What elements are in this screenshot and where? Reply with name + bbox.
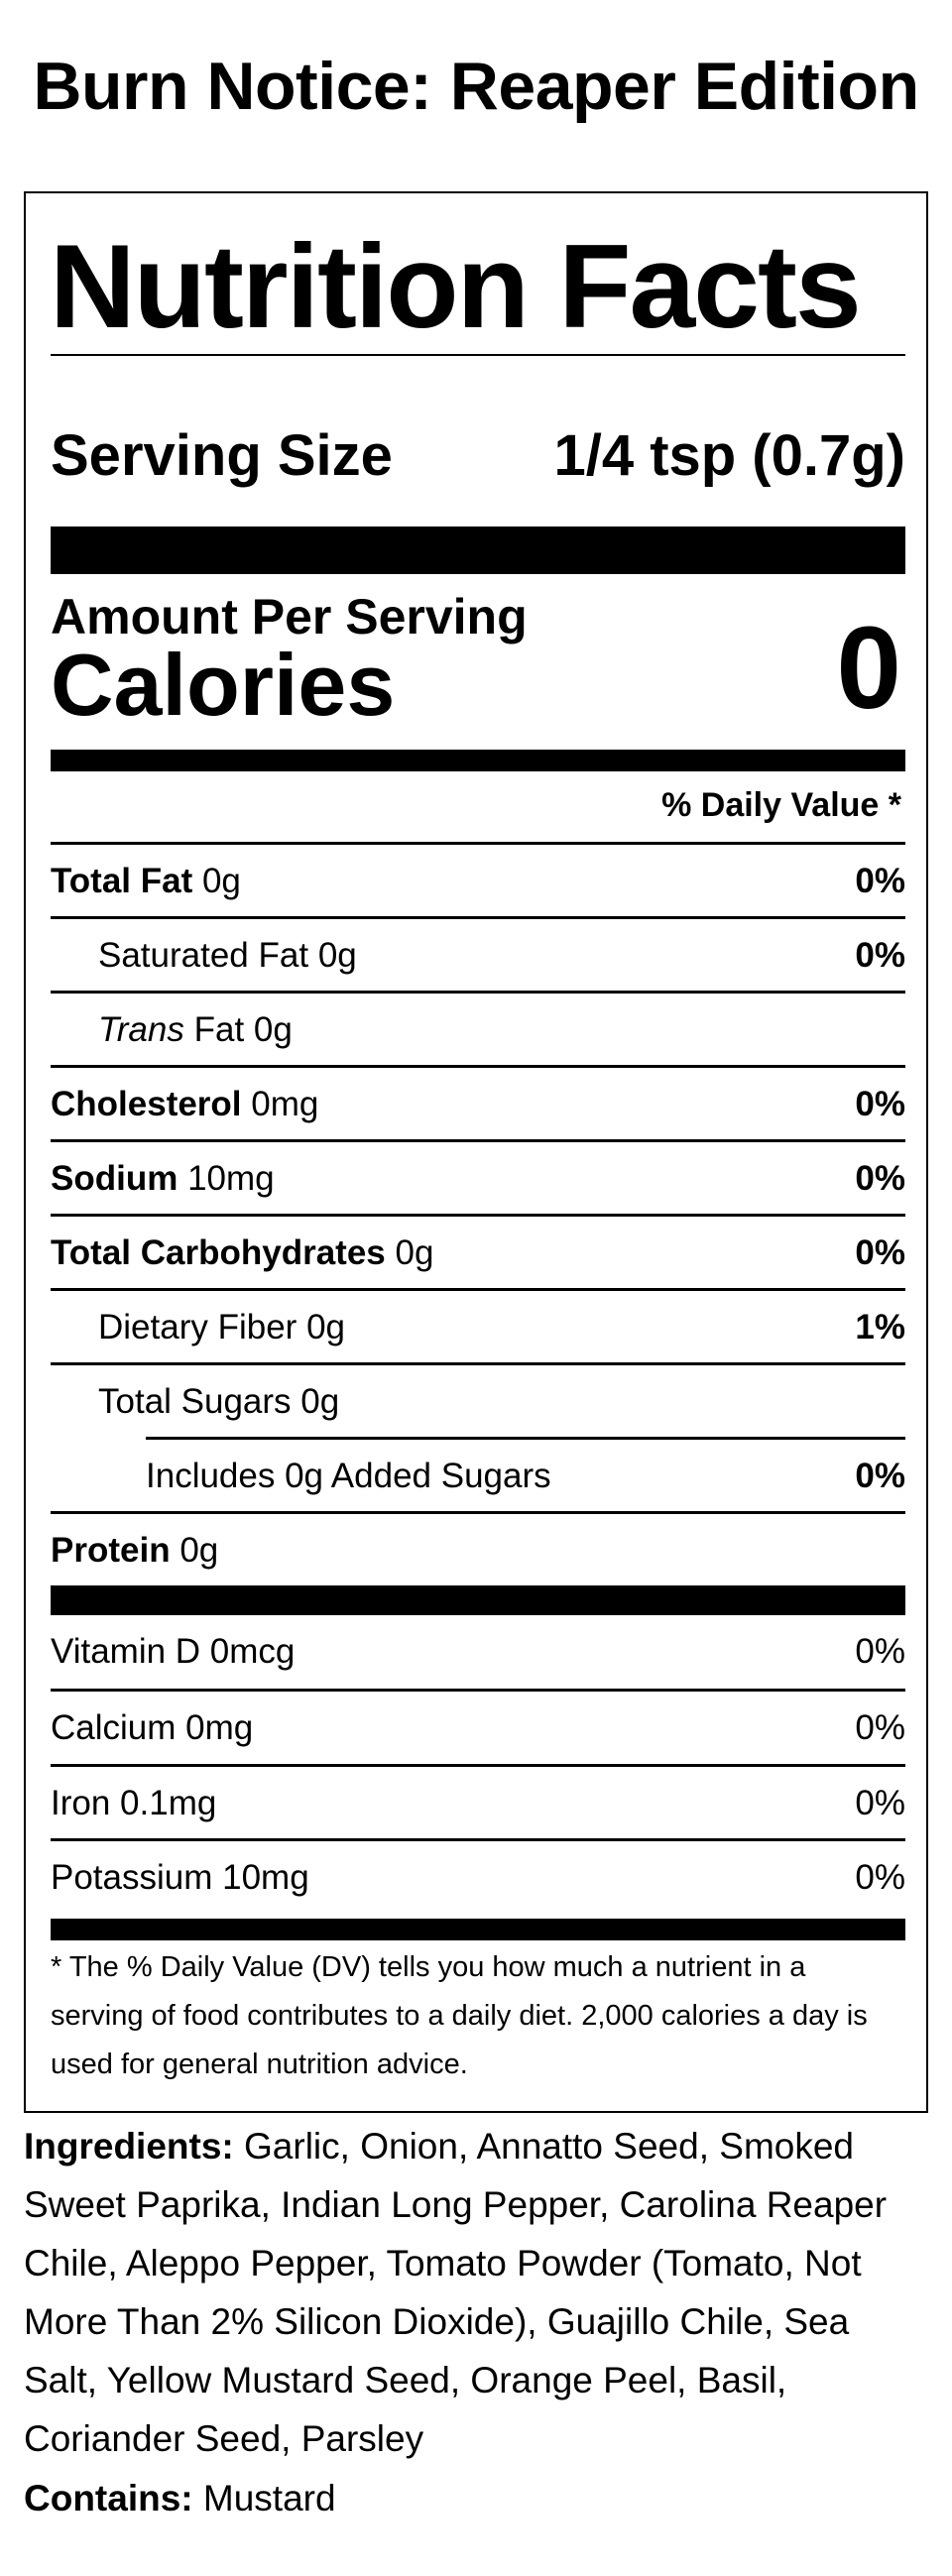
divider: [146, 1437, 905, 1440]
nutrient-name: Total Sugars: [98, 1382, 292, 1421]
vitamin-row-calcium: Calcium 0mg 0%: [51, 1692, 905, 1765]
nutrient-dv: 0%: [855, 862, 905, 900]
nutrient-row-dietary-fiber: Dietary Fiber 0g 1%: [98, 1291, 905, 1364]
nutrient-row-sodium: Sodium 10mg 0%: [51, 1142, 905, 1216]
contains-text: Mustard: [202, 2478, 336, 2518]
serving-size-row: Serving Size 1/4 tsp (0.7g): [51, 426, 905, 486]
serving-size-label: Serving Size: [51, 423, 393, 488]
nutrient-amount: 0mg: [251, 1085, 319, 1123]
serving-size-value: 1/4 tsp (0.7g): [553, 423, 905, 488]
divider: [51, 1689, 905, 1692]
vitamin-dv: 0%: [855, 1784, 905, 1822]
amount-per-serving: Amount Per Serving: [51, 589, 528, 644]
daily-value-header: % Daily Value *: [661, 786, 901, 824]
nutrient-amount: 0g: [201, 862, 241, 900]
nutrient-amount: 10mg: [187, 1159, 275, 1198]
nutrient-row-total-fat: Total Fat 0g 0%: [51, 845, 905, 918]
thick-divider: [51, 750, 905, 771]
nutrient-name: Cholesterol: [51, 1085, 242, 1123]
vitamin-row-vitamin-d: Vitamin D 0mcg 0%: [51, 1615, 905, 1689]
nutrient-name: Total Carbohydrates: [51, 1233, 386, 1272]
vitamin-dv: 0%: [855, 1632, 905, 1671]
nutrient-row-protein: Protein 0g: [51, 1514, 905, 1587]
vitamin-dv: 0%: [855, 1708, 905, 1747]
daily-value-footnote: * The % Daily Value (DV) tells you how m…: [51, 1951, 868, 2080]
product-title: Burn Notice: Reaper Edition: [33, 49, 919, 124]
nutrient-row-trans-fat: Trans Fat 0g: [98, 994, 905, 1067]
ingredients-text: Garlic, Onion, Annatto Seed, Smoked Swee…: [24, 2126, 888, 2459]
thick-divider: [51, 1585, 905, 1615]
nutrient-row-total-carbohydrates: Total Carbohydrates 0g 0%: [51, 1217, 905, 1290]
ingredients-statement: Ingredients: Garlic, Onion, Annatto Seed…: [24, 2117, 928, 2468]
nutrient-amount: 0g: [317, 936, 357, 975]
allergen-statement: Contains: Mustard: [24, 2469, 928, 2527]
divider: [51, 1838, 905, 1841]
nutrient-name: Trans: [98, 1010, 184, 1049]
vitamin-dv: 0%: [855, 1858, 905, 1897]
thick-divider: [51, 527, 905, 574]
nutrient-name: Protein: [51, 1531, 171, 1570]
nutrition-facts-panel: Nutrition Facts Serving Size 1/4 tsp (0.…: [24, 191, 928, 2113]
nutrient-row-total-sugars: Total Sugars 0g: [98, 1365, 905, 1439]
nutrient-row-saturated-fat: Saturated Fat 0g 0%: [98, 919, 905, 993]
nutrient-name: Dietary Fiber: [98, 1308, 298, 1347]
nutrient-name: Saturated Fat: [98, 936, 309, 975]
divider: [51, 1288, 905, 1291]
nutrient-dv: 0%: [855, 936, 905, 975]
vitamin-row-potassium: Potassium 10mg 0%: [51, 1841, 905, 1915]
nutrient-amount: 0g: [395, 1233, 434, 1272]
divider: [51, 1764, 905, 1767]
divider: [51, 842, 905, 845]
divider: [51, 1065, 905, 1068]
nutrition-facts-heading: Nutrition Facts: [50, 220, 862, 353]
contains-label: Contains:: [24, 2478, 193, 2518]
calories-label: Calories: [51, 636, 396, 734]
thick-divider: [51, 1919, 905, 1940]
nutrient-row-added-sugars: Includes 0g Added Sugars 0%: [146, 1440, 905, 1513]
nutrient-name: Total Fat: [51, 862, 193, 900]
nutrient-dv: 0%: [855, 1233, 905, 1272]
nutrient-amount: Fat 0g: [193, 1010, 293, 1049]
divider: [51, 354, 905, 356]
divider: [51, 991, 905, 994]
vitamin-name: Potassium 10mg: [51, 1858, 309, 1897]
divider: [51, 1139, 905, 1142]
divider: [51, 1214, 905, 1217]
nutrient-amount: 0g: [306, 1308, 345, 1347]
vitamin-row-iron: Iron 0.1mg 0%: [51, 1767, 905, 1840]
nutrient-amount: 0g: [179, 1531, 219, 1570]
nutrient-row-cholesterol: Cholesterol 0mg 0%: [51, 1068, 905, 1141]
nutrient-dv: 0%: [855, 1457, 905, 1495]
ingredients-label: Ingredients:: [24, 2126, 234, 2166]
nutrient-name: Sodium: [51, 1159, 178, 1198]
divider: [51, 1362, 905, 1365]
divider: [51, 1511, 905, 1514]
nutrient-dv: 0%: [855, 1159, 905, 1198]
nutrient-amount: 0g: [300, 1382, 340, 1421]
nutrient-dv: 0%: [855, 1085, 905, 1123]
vitamin-name: Calcium 0mg: [51, 1708, 254, 1747]
nutrient-name: Includes 0g Added Sugars: [146, 1457, 551, 1495]
vitamin-name: Iron 0.1mg: [51, 1784, 217, 1822]
divider: [51, 916, 905, 919]
vitamin-name: Vitamin D 0mcg: [51, 1632, 296, 1671]
nutrient-dv: 1%: [855, 1308, 905, 1347]
calories-value: 0: [836, 603, 901, 734]
